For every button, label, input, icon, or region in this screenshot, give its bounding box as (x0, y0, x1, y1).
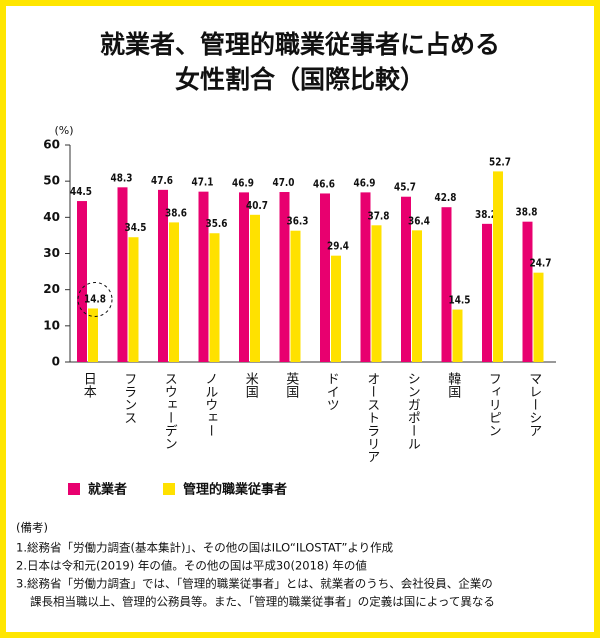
bar (198, 191, 209, 362)
legend-swatch (68, 483, 80, 495)
x-tick-label: シンガポール (405, 372, 420, 450)
bar (412, 230, 422, 362)
y-axis-label: (%) (54, 124, 73, 137)
bar (158, 189, 168, 362)
bar (493, 171, 503, 362)
x-tick-label: マレーシア (526, 372, 541, 437)
bar (117, 187, 128, 362)
legend-label: 管理的職業従事者 (183, 482, 287, 498)
x-tick-label: 日本 (81, 372, 97, 398)
highlight-circle (77, 281, 113, 317)
bar (128, 237, 139, 362)
bar (331, 255, 341, 362)
x-tick-label: スウェーデン (162, 372, 177, 450)
bar (401, 196, 411, 362)
bar (482, 223, 492, 362)
bar (533, 272, 544, 362)
value-label: 34.5 (125, 221, 147, 234)
bar (371, 225, 382, 362)
value-label: 45.7 (394, 181, 416, 194)
x-tick-label: 韓国 (445, 372, 461, 398)
bar (77, 201, 87, 362)
chart: 就業者、管理的職業従事者に占める 女性割合（国際比較） (%) 0 10 20 30 4… (16, 30, 556, 609)
note: 課長相当職以上、管理的公務員等。また、「管理的職業従事者」の定義は国によって異な… (30, 595, 495, 609)
value-label: 46.6 (313, 177, 335, 190)
bar (250, 214, 260, 362)
bar (320, 193, 330, 362)
value-label: 44.5 (70, 185, 92, 198)
value-label: 46.9 (354, 176, 376, 189)
value-label: 38.8 (516, 206, 538, 219)
bar (290, 230, 301, 362)
bar (360, 192, 371, 362)
value-label: 24.7 (530, 257, 552, 270)
note: 2.日本は令和元(2019) 年の値。その他の国は平成30(2018) 年の値 (16, 559, 367, 573)
value-label: 38.2 (475, 208, 497, 221)
y-tick-label: 40 (43, 210, 60, 224)
note: 3.総務省「労働力調査」では、「管理的職業従事者」とは、就業者のうち、会社役員、… (16, 577, 493, 591)
bar (169, 222, 179, 362)
value-label: 40.7 (246, 199, 268, 212)
note: 1.総務省「労働力調査(基本集計)」、その他の国はILO“ILOSTAT”より作… (16, 541, 394, 555)
x-tick-label: フィリピン (486, 372, 501, 437)
value-label: 35.6 (206, 217, 228, 230)
x-tick-label: ノルウェー (202, 372, 217, 437)
value-label: 52.7 (489, 155, 511, 168)
bar (239, 192, 249, 362)
value-label: 47.1 (192, 176, 214, 189)
bar (441, 207, 452, 362)
value-label: 37.8 (368, 209, 390, 222)
y-tick-label: 10 (43, 318, 60, 332)
value-label: 36.4 (408, 214, 430, 227)
value-label: 38.6 (165, 206, 187, 219)
y-tick-label: 20 (43, 282, 60, 296)
legend-swatch (163, 483, 175, 495)
bar (88, 308, 98, 362)
y-tick-label: 50 (43, 174, 60, 188)
note: (備考) (16, 521, 48, 535)
y-tick-label: 30 (43, 246, 60, 260)
value-label: 36.3 (287, 215, 309, 228)
value-label: 14.5 (449, 294, 471, 307)
legend-label: 就業者 (88, 482, 127, 498)
value-label: 14.8 (84, 292, 106, 305)
x-tick-label: フランス (121, 372, 136, 424)
value-label: 48.3 (111, 171, 133, 184)
value-label: 47.6 (151, 174, 173, 187)
x-tick-label: オーストラリア (364, 372, 379, 463)
value-label: 29.4 (327, 240, 349, 253)
bar (209, 233, 220, 362)
y-tick-label: 60 (43, 138, 60, 152)
x-tick-label: 米国 (243, 372, 259, 398)
bar (279, 192, 290, 362)
value-label: 46.9 (232, 176, 254, 189)
value-label: 42.8 (435, 191, 457, 204)
value-label: 47.0 (273, 176, 295, 189)
y-tick-label: 0 (52, 355, 60, 369)
x-tick-label: 英国 (283, 372, 299, 398)
bar (522, 221, 533, 362)
chart-title: 就業者、管理的職業従事者に占める (100, 30, 500, 59)
x-tick-label: ドイツ (324, 372, 339, 411)
bar (452, 309, 463, 362)
chart-title: 女性割合（国際比較） (175, 65, 425, 94)
